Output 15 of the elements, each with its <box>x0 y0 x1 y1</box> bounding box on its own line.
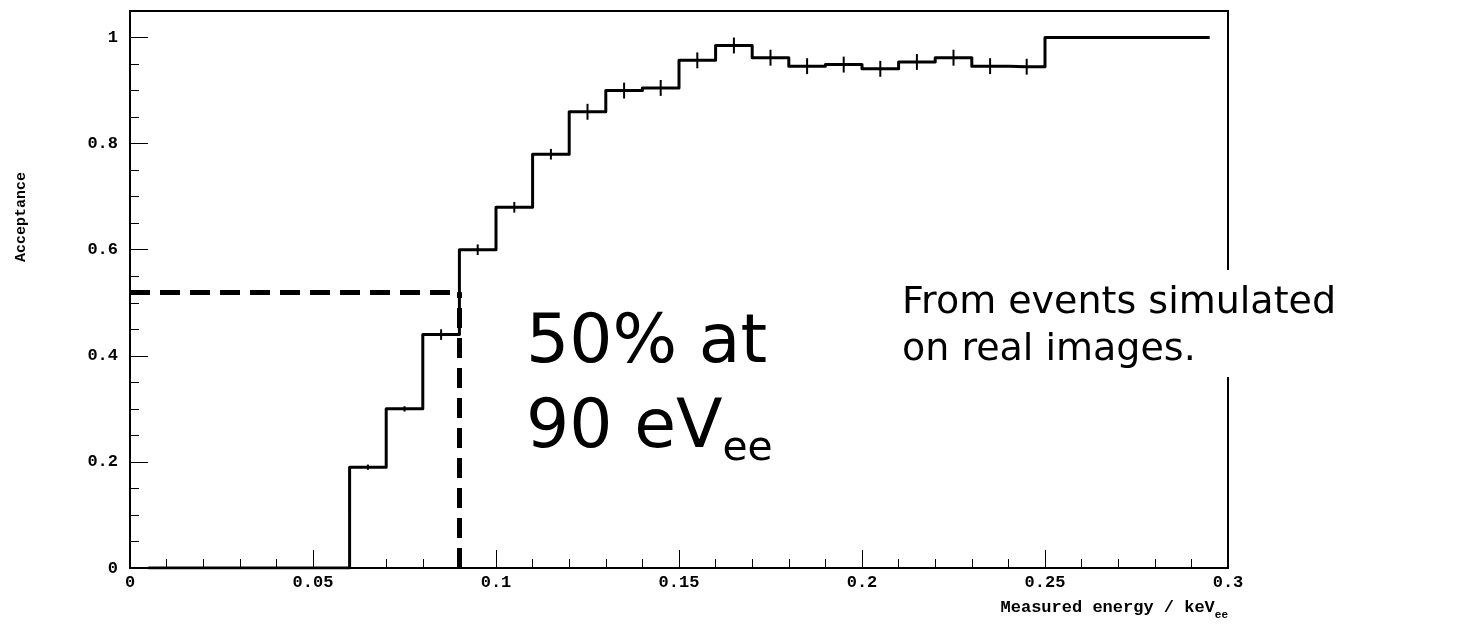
x-tick-label: 0.05 <box>292 573 334 592</box>
x-tick-label: 0.1 <box>480 573 512 592</box>
y-tick-label: 0 <box>107 558 118 578</box>
x-tick-label: 0.25 <box>1024 573 1066 592</box>
x-tick-label: 0.3 <box>1212 573 1244 592</box>
annotation: From events simulated on real images. <box>902 277 1337 370</box>
y-tick-label: 0.6 <box>87 240 118 260</box>
y-tick-label: 0.2 <box>87 452 118 472</box>
x-tick-label: 0.2 <box>846 573 878 592</box>
x-tick-label: 0.15 <box>658 573 700 592</box>
y-tick-label: 1 <box>107 28 118 48</box>
y-axis-title: Acceptance <box>13 172 30 263</box>
y-tick-label: 0.8 <box>87 134 118 154</box>
y-tick-label: 0.4 <box>87 346 118 366</box>
x-tick-label: 0 <box>124 573 136 592</box>
